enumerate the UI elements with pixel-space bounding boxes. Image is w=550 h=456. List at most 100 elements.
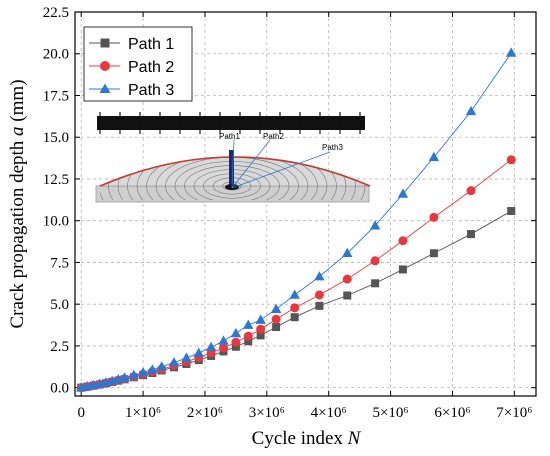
inset-label-path1: Path1 — [219, 132, 240, 141]
inset-outer-front — [99, 156, 371, 187]
data-point — [230, 327, 242, 338]
inset-path1-line — [231, 139, 235, 189]
x-tick-label: 4×10⁶ — [311, 405, 347, 421]
data-point — [467, 230, 476, 239]
data-point — [270, 303, 282, 313]
data-point — [168, 357, 180, 367]
x-tick-label: 2×10⁶ — [187, 405, 223, 421]
data-point — [342, 247, 353, 258]
y-axis-title: Crack propagation depth a (mm) — [7, 79, 28, 328]
inset-crack-column — [229, 150, 234, 188]
y-tick-label: 17.5 — [43, 88, 69, 104]
inset-front-ring — [146, 156, 318, 200]
legend-marker-triangle — [99, 83, 111, 93]
data-point — [256, 324, 266, 334]
inset-front-ring — [155, 156, 309, 200]
y-tick-label: 12.5 — [43, 172, 69, 188]
data-point — [272, 323, 281, 332]
inset-crack-front-figure: Path1 Path2 Path3 — [95, 112, 371, 203]
x-tick-label: 0 — [77, 405, 85, 421]
legend: Path 1 Path 2 Path 3 — [83, 26, 193, 102]
data-point — [466, 186, 476, 196]
data-point — [465, 105, 477, 116]
series-layer — [75, 47, 517, 393]
x-axis-ticks: 0 1×10⁶ 2×10⁶ 3×10⁶ 4×10⁶ 5×10⁶ 6×10⁶ 7×10⁶ — [77, 12, 532, 421]
inset-front-ring — [127, 156, 337, 200]
series-3 — [75, 47, 517, 392]
data-point — [128, 369, 139, 380]
data-point — [255, 314, 266, 324]
y-axis-ticks: 0.0 2.5 5.0 7.5 10.0 12.5 15.0 17.5 20.0 22.5 — [43, 5, 536, 397]
x-tick-label: 1×10⁶ — [125, 405, 161, 421]
inset-front-ring — [136, 156, 328, 200]
data-point — [219, 343, 229, 353]
y-tick-label: 15.0 — [43, 130, 69, 146]
data-point — [231, 337, 241, 347]
legend-marker-circle — [100, 61, 110, 71]
data-point — [506, 155, 516, 165]
data-point — [371, 279, 380, 288]
data-point — [369, 220, 381, 230]
y-tick-label: 5.0 — [50, 297, 69, 313]
data-point — [243, 319, 254, 329]
legend-entry-path-2: Path 2 — [89, 59, 174, 76]
y-tick-label: 7.5 — [50, 255, 69, 271]
y-tick-label: 2.5 — [50, 339, 69, 355]
data-point — [315, 301, 324, 310]
data-point — [181, 352, 192, 362]
data-point — [218, 335, 229, 345]
x-tick-label: 7×10⁶ — [496, 405, 532, 421]
y-tick-label: 10.0 — [43, 214, 69, 230]
data-point — [398, 265, 407, 274]
data-point — [314, 271, 325, 281]
data-point — [137, 367, 149, 377]
inset-label-path2: Path2 — [263, 132, 284, 141]
data-point — [507, 207, 516, 216]
data-point — [271, 314, 281, 324]
data-point — [119, 372, 130, 382]
legend-entry-path-1: Path 1 — [89, 36, 174, 53]
legend-marker-square — [100, 38, 110, 48]
inset-front-ring — [108, 156, 356, 200]
data-point — [398, 236, 408, 246]
data-point — [156, 361, 167, 371]
legend-label-path-3: Path 3 — [128, 82, 174, 99]
data-point — [290, 313, 299, 322]
data-point — [205, 341, 217, 352]
data-point — [147, 364, 158, 374]
y-tick-label: 20.0 — [43, 47, 69, 63]
legend-label-path-2: Path 2 — [128, 59, 174, 76]
legend-entry-path-3: Path 3 — [89, 82, 174, 99]
data-point — [506, 47, 517, 57]
data-point — [314, 290, 324, 300]
plot-frame — [74, 11, 537, 397]
data-point — [343, 291, 352, 300]
inset-front-ring — [100, 156, 366, 200]
x-tick-label: 3×10⁶ — [249, 405, 285, 421]
data-point — [231, 342, 240, 351]
inset-label-path3: Path3 — [322, 143, 343, 152]
inset-load-bar — [97, 116, 365, 130]
data-point — [429, 249, 438, 258]
data-point — [370, 256, 380, 266]
data-point — [397, 188, 409, 198]
data-point — [193, 347, 204, 357]
data-point — [428, 151, 440, 162]
inset-front-ring — [117, 156, 347, 200]
y-tick-label: 0.0 — [50, 381, 69, 397]
inset-path3-line — [231, 151, 331, 189]
data-point — [243, 331, 253, 341]
data-point — [342, 274, 352, 284]
x-tick-label: 6×10⁶ — [434, 405, 470, 421]
data-point — [290, 303, 300, 313]
data-point — [244, 337, 253, 346]
inset-path2-line — [231, 139, 271, 189]
inset-load-bar-ticks — [99, 112, 361, 134]
data-point — [429, 212, 439, 222]
data-point — [289, 289, 300, 299]
data-point — [256, 331, 265, 340]
x-tick-label: 5×10⁶ — [372, 405, 408, 421]
legend-label-path-1: Path 1 — [128, 36, 174, 53]
y-tick-label: 22.5 — [43, 5, 69, 21]
